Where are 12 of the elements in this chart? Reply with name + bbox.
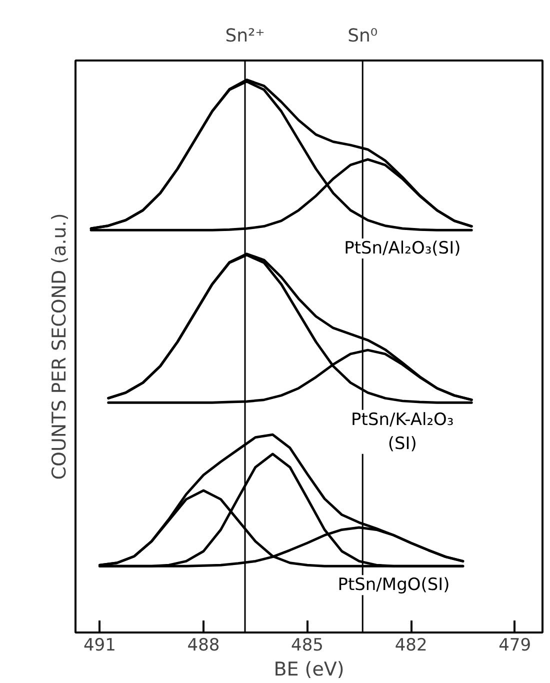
x-axis-title: BE (eV) xyxy=(274,658,344,680)
x-tick-label: 491 xyxy=(83,636,116,656)
series-label: PtSn/Al₂O₃(SI) xyxy=(344,238,461,259)
series-label: PtSn/MgO(SI) xyxy=(338,575,450,596)
x-tick-label: 482 xyxy=(394,636,428,656)
x-tick-label: 488 xyxy=(187,636,220,656)
ref-line-label: Sn²⁺ xyxy=(225,26,265,46)
y-axis-title: COUNTS PER SECOND (a.u.) xyxy=(48,213,70,480)
x-tick-label: 479 xyxy=(498,636,532,656)
series-label: PtSn/K-Al₂O₃ (SI) xyxy=(351,410,454,454)
x-tick-label: 485 xyxy=(291,636,324,656)
ref-line-label: Sn⁰ xyxy=(348,26,378,46)
